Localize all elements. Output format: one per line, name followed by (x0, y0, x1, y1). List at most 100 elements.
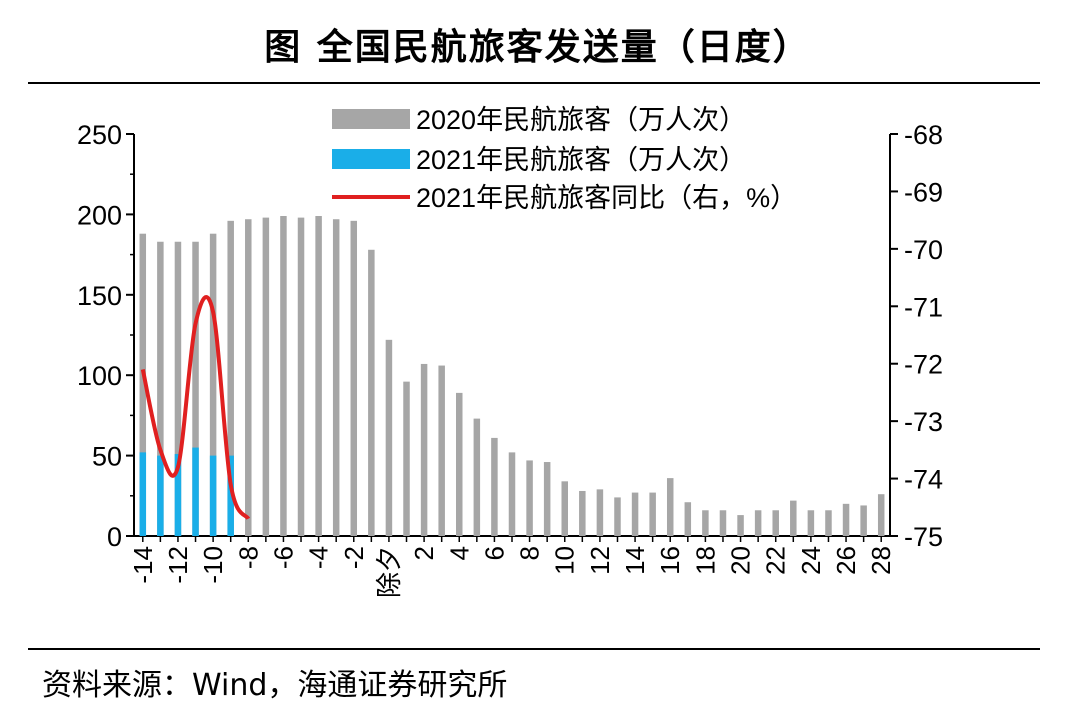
bar-2020 (719, 510, 727, 536)
bar-2020 (403, 381, 410, 536)
bar-2020 (139, 233, 147, 537)
bar-2020 (508, 452, 516, 536)
bar-2020 (807, 510, 815, 536)
legend-label: 2020年民航旅客（万人次） (416, 105, 746, 135)
bar-2020 (737, 515, 744, 536)
bar-2021 (192, 447, 199, 536)
right-tick-label: -75 (904, 522, 943, 552)
x-tick-label: 18 (690, 546, 720, 575)
source-note: 资料来源：Wind，海通证券研究所 (42, 668, 508, 703)
x-tick-label: 2 (409, 546, 439, 560)
title-rule (28, 82, 1040, 84)
bar-2020 (385, 339, 393, 536)
bars-2021 (139, 447, 234, 536)
bar-2020 (561, 481, 568, 536)
right-tick-label: -73 (904, 407, 943, 437)
bar-2020 (684, 502, 692, 536)
bar-2020 (631, 492, 639, 536)
bar-2020 (245, 219, 252, 536)
x-tick-label: -2 (339, 546, 369, 569)
bar-2020 (350, 220, 358, 536)
left-tick-label: 150 (77, 281, 122, 311)
bar-2020 (596, 489, 604, 536)
legend-label: 2021年民航旅客同比（右，%） (416, 183, 797, 213)
x-tick-label: 24 (796, 546, 826, 575)
bar-2020 (526, 460, 533, 536)
right-tick-label: -72 (904, 350, 943, 380)
bar-2020 (842, 503, 850, 536)
bar-2020 (262, 217, 270, 536)
bar-2020 (209, 233, 217, 537)
x-tick-label: -10 (198, 546, 228, 584)
x-tick-label: -8 (233, 546, 263, 569)
bar-2020 (192, 241, 199, 536)
bar-2021 (157, 455, 164, 536)
x-tick-label: 4 (444, 546, 474, 560)
x-tick-label: 12 (585, 546, 615, 575)
source-rule (28, 648, 1040, 650)
yoy-line-group (140, 295, 251, 520)
bar-2020 (666, 478, 674, 536)
bar-2020 (860, 505, 867, 536)
bar-2021 (139, 452, 147, 536)
bar-2020 (227, 220, 234, 536)
right-tick-label: -69 (904, 177, 943, 207)
bars-2020 (139, 216, 885, 537)
x-tick-label: 26 (831, 546, 861, 575)
legend-swatch (332, 109, 410, 129)
x-tick-label: -6 (268, 546, 298, 569)
x-tick-label: -12 (163, 546, 193, 584)
right-tick-label: -71 (904, 292, 943, 322)
x-tick-label: 6 (479, 546, 509, 560)
bar-2020 (579, 490, 586, 536)
bar-2021 (227, 455, 234, 536)
bar-2020 (157, 241, 164, 536)
bar-2020 (702, 510, 709, 536)
bar-2020 (649, 492, 656, 536)
left-tick-label: 200 (77, 200, 122, 230)
bar-2020 (790, 500, 797, 536)
bar-2020 (877, 494, 885, 536)
x-tick-label: -14 (128, 546, 158, 584)
bar-2020 (438, 365, 445, 536)
legend-swatch (332, 149, 410, 169)
x-tick-label: 除夕 (374, 546, 404, 598)
right-tick-label: -74 (904, 465, 943, 495)
x-tick-label: 28 (866, 546, 896, 575)
page-title: 图 全国民航旅客发送量（日度） (264, 26, 811, 68)
bar-2020 (456, 392, 463, 536)
bar-2020 (772, 510, 779, 536)
x-tick-label: -4 (304, 546, 334, 569)
x-tick-label: 8 (515, 546, 545, 560)
bar-2020 (368, 249, 375, 536)
bar-2020 (174, 241, 182, 536)
bar-2020 (332, 219, 340, 536)
axes: 050100150200250-75-74-73-72-71-70-69-68-… (77, 120, 943, 598)
bar-2020 (754, 510, 762, 536)
x-tick-label: 14 (620, 546, 650, 575)
right-tick-label: -70 (904, 235, 943, 265)
legend-label: 2021年民航旅客（万人次） (416, 145, 746, 175)
left-tick-label: 50 (92, 442, 122, 472)
bar-2020 (614, 497, 621, 536)
x-tick-label: 22 (761, 546, 791, 575)
bar-2020 (825, 510, 832, 536)
legend: 2020年民航旅客（万人次） 2021年民航旅客（万人次） 2021年民航旅客同比（… (332, 105, 797, 213)
left-tick-label: 250 (77, 120, 122, 150)
bar-2020 (543, 462, 551, 536)
bar-2020 (491, 437, 498, 536)
left-tick-label: 100 (77, 361, 122, 391)
bar-2020 (473, 418, 481, 536)
bar-2020 (297, 217, 305, 536)
right-tick-label: -68 (904, 120, 943, 150)
left-tick-label: 0 (107, 522, 122, 552)
bar-2021 (174, 453, 182, 536)
bar-2020 (280, 216, 287, 536)
bar-2020 (315, 216, 322, 536)
x-tick-label: 10 (550, 546, 580, 575)
bar-2020 (420, 363, 428, 536)
bar-2021 (209, 455, 217, 536)
x-tick-label: 20 (726, 546, 756, 575)
x-tick-label: 16 (655, 546, 685, 575)
